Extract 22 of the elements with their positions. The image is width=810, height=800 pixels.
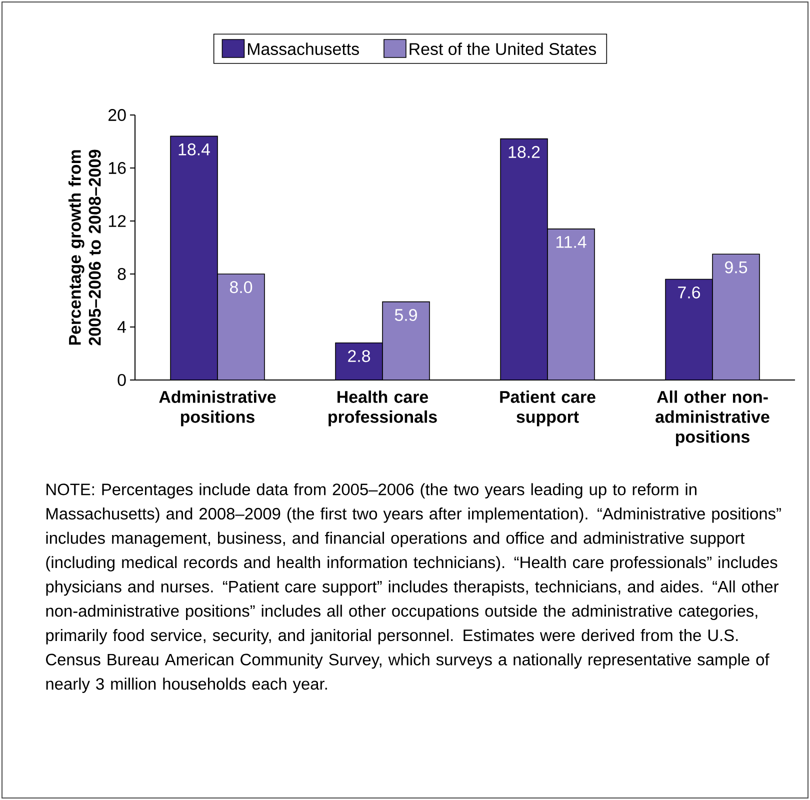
- legend-label: Rest of the United States: [410, 42, 596, 56]
- x-tick-label: Health care professionals: [328, 390, 437, 426]
- data-label: 7.6: [678, 286, 700, 298]
- data-label: 11.4: [556, 236, 586, 248]
- y-tick-label: 0: [118, 374, 126, 386]
- y-axis-title: Percentage growth from 2005–2006 to 2008–2009: [68, 150, 101, 346]
- y-tick-label: 8: [118, 268, 126, 280]
- y-tick-label: 20: [108, 108, 126, 121]
- x-tick-label: Patient care support: [500, 390, 596, 426]
- data-label: 2.8: [348, 350, 370, 362]
- data-label: 18.4: [178, 143, 210, 156]
- data-label: 9.5: [725, 261, 748, 274]
- data-label: 18.2: [508, 146, 540, 158]
- legend-label: Massachusetts: [248, 42, 359, 56]
- y-tick-label: 16: [108, 162, 126, 174]
- x-tick-label: All other non-administrative positions: [656, 390, 770, 446]
- data-label: 8.0: [230, 281, 252, 294]
- y-tick-label: 4: [117, 321, 126, 333]
- y-tick-label: 12: [108, 215, 126, 227]
- text: NOTE: Percentages include data from 2005–2006 (the two years leading up to reform in Massachusetts) and 2008–2009 (the first two years after implementation). “Administrative positions” includes management, business, and financial operations and office and administrative support (including medical records and health information technicians). “Health care professionals” includes physicians and nurses. “Patient care support” includes therapists, technicians, and aides. “All other non-administrative positions” includes all other occupations outside the administrative categories, primarily food service, security, and janitorial personnel. Estimates were derived from the U.S. Census Bureau American Community Survey, which surveys a nationally representative sample of nearly 3 million households each year.: [46, 483, 781, 693]
- data-label: 5.9: [394, 309, 417, 322]
- x-tick-label: Administrative positions: [159, 390, 276, 426]
